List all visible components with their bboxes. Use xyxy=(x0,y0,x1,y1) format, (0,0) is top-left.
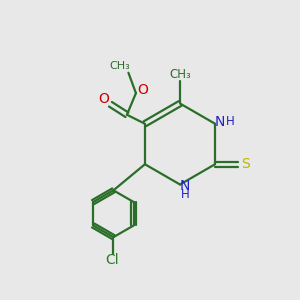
Text: N: N xyxy=(179,179,190,193)
Text: S: S xyxy=(241,157,249,171)
Text: N: N xyxy=(214,115,225,129)
Text: H: H xyxy=(181,188,190,202)
Text: O: O xyxy=(98,92,109,106)
Text: CH₃: CH₃ xyxy=(170,68,191,81)
Text: CH₃: CH₃ xyxy=(110,61,130,71)
Text: Cl: Cl xyxy=(106,253,119,267)
Text: H: H xyxy=(226,115,235,128)
Text: O: O xyxy=(137,82,148,97)
